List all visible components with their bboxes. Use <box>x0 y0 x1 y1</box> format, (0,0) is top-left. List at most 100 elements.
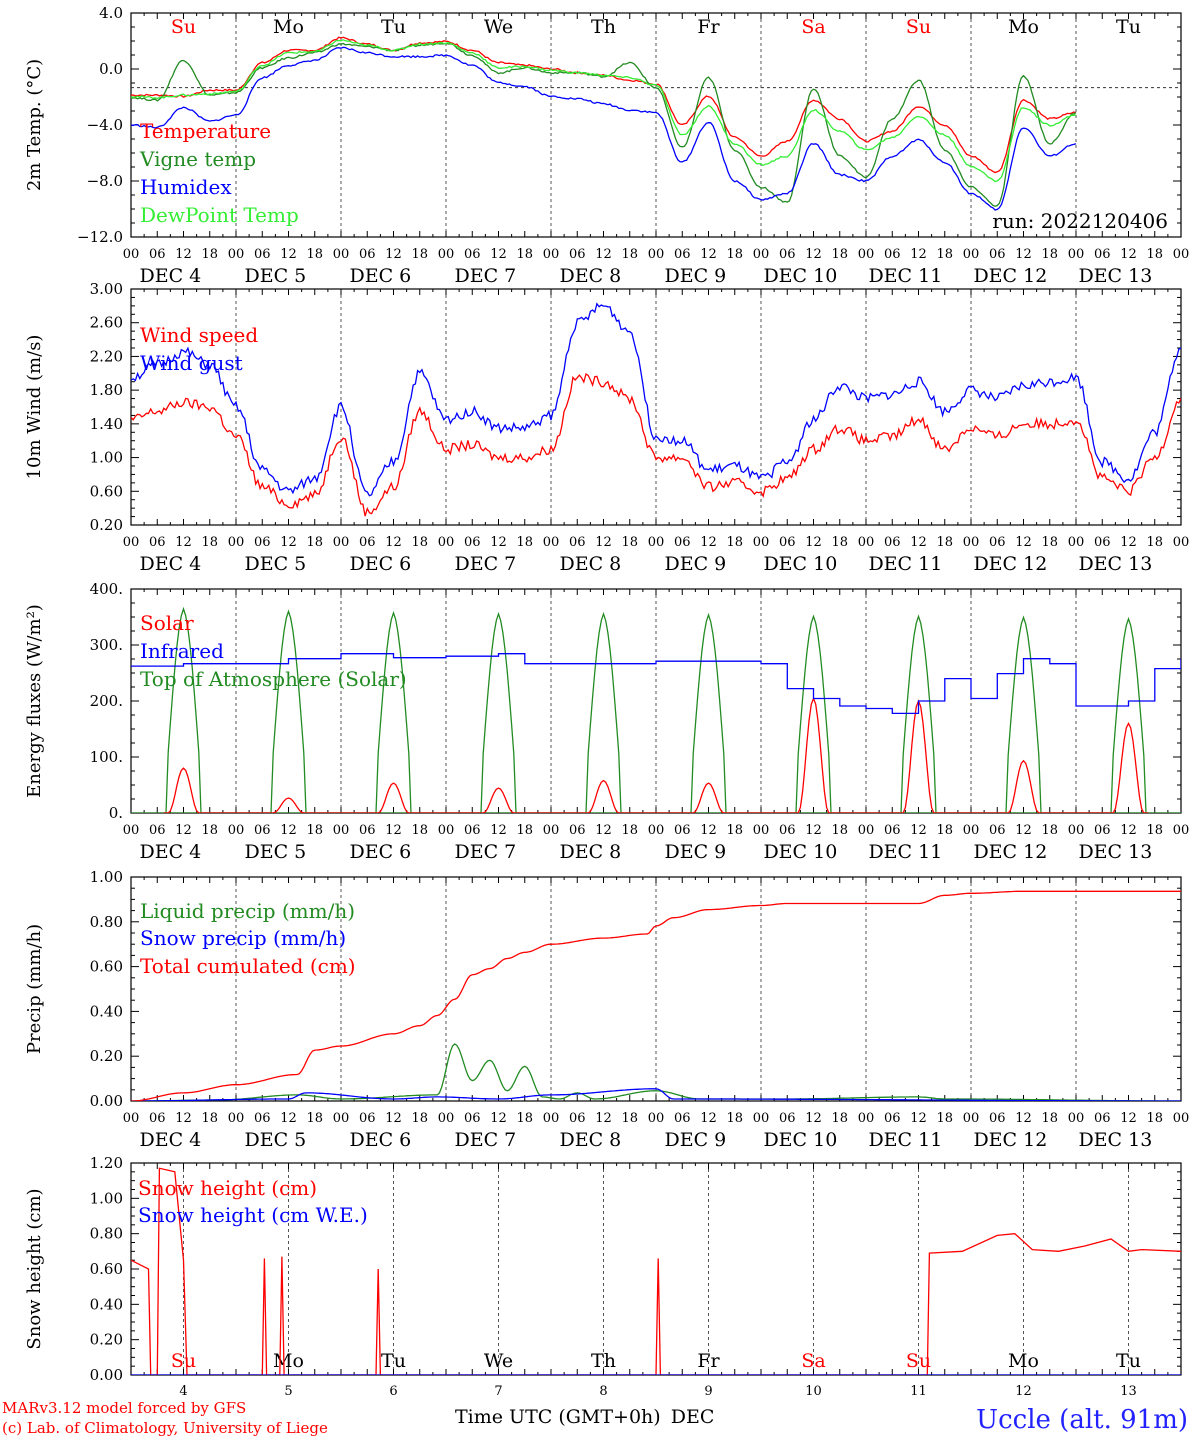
hour-label: 18 <box>726 535 743 550</box>
legend-entry: DewPoint Temp <box>140 203 299 227</box>
day-label: DEC 13 <box>1078 841 1152 863</box>
day-label: DEC 11 <box>868 1129 942 1151</box>
day-number-label: 6 <box>389 1384 397 1399</box>
y-tick-label: 0.00 <box>90 1366 123 1384</box>
hour-label: 06 <box>674 535 691 550</box>
hour-label: 18 <box>726 247 743 262</box>
y-tick-label: 1.80 <box>90 381 123 399</box>
y-tick-label: 2.20 <box>90 347 123 365</box>
hour-label: 18 <box>936 823 953 838</box>
hour-label: 06 <box>464 247 481 262</box>
day-number-label: 8 <box>599 1384 607 1399</box>
hour-label: 06 <box>359 247 376 262</box>
hour-label: 00 <box>1068 823 1085 838</box>
panel-4: 1.00 0.80 0.60 0.40 0.20 0.00 Precip (mm/h) 00 0… <box>24 868 1189 1151</box>
day-label: DEC 12 <box>973 553 1047 575</box>
y-tick-label: 0.0 <box>99 60 123 78</box>
weekday-label: Fr <box>697 16 720 38</box>
y-tick-label: 0. <box>109 804 123 822</box>
hour-label: 12 <box>805 247 822 262</box>
day-label: DEC 13 <box>1078 553 1152 575</box>
weekday-label: Sa <box>801 1350 825 1372</box>
hour-label: 00 <box>963 1111 980 1126</box>
weekday-label: Fr <box>697 1350 720 1372</box>
hour-label: 06 <box>254 247 271 262</box>
hour-label: 18 <box>516 535 533 550</box>
legend-entry: Total cumulated (cm) <box>140 954 356 978</box>
hour-label: 00 <box>333 535 350 550</box>
weekday-label: Su <box>906 1350 931 1372</box>
hour-label: 06 <box>359 535 376 550</box>
day-label: DEC 8 <box>559 841 621 863</box>
series-line-1 <box>131 302 1181 497</box>
series-line-0 <box>131 36 1077 174</box>
weekday-label: Th <box>591 1350 616 1372</box>
hour-label: 18 <box>201 535 218 550</box>
hour-label: 18 <box>831 535 848 550</box>
hour-label: 12 <box>595 247 612 262</box>
model-credit: MARv3.12 model forced by GFS <box>2 1399 246 1417</box>
hour-label: 06 <box>254 535 271 550</box>
panels-layer: 4.0 0.0 −4.0 −8.0 −12.0 2m Temp. (°C) 00 06 12 18… <box>24 4 1189 1399</box>
y-tick-label: 1.20 <box>90 1154 123 1172</box>
weekday-label: Su <box>171 1350 196 1372</box>
hour-label: 06 <box>1094 535 1111 550</box>
hour-label: 12 <box>595 1111 612 1126</box>
hour-label: 12 <box>1015 535 1032 550</box>
hour-label: 00 <box>543 247 560 262</box>
y-tick-label: 0.80 <box>90 1225 123 1243</box>
day-label: DEC 7 <box>454 553 516 575</box>
day-number-label: 13 <box>1120 1384 1137 1399</box>
series-line-1 <box>131 42 1077 207</box>
hour-label: 18 <box>1146 1111 1163 1126</box>
day-label: DEC 5 <box>244 265 306 287</box>
hour-label: 12 <box>700 823 717 838</box>
hour-label: 18 <box>306 247 323 262</box>
y-tick-label: 0.60 <box>90 482 123 500</box>
hour-label: 12 <box>280 1111 297 1126</box>
day-label: DEC 7 <box>454 1129 516 1151</box>
hour-label: 12 <box>700 535 717 550</box>
day-label: DEC 6 <box>349 553 411 575</box>
hour-label: 00 <box>858 535 875 550</box>
hour-label: 12 <box>910 535 927 550</box>
hour-label: 18 <box>201 247 218 262</box>
legend-entry: Humidex <box>140 175 232 199</box>
series-line-2 <box>131 890 1181 1101</box>
time-axis-month: DEC <box>671 1406 715 1428</box>
weekday-label: Tu <box>1116 1350 1141 1372</box>
day-label: DEC 9 <box>664 841 726 863</box>
legend-entry: Temperature <box>140 119 271 143</box>
series-line-0 <box>131 1043 1181 1101</box>
hour-label: 12 <box>1015 1111 1032 1126</box>
hour-label: 06 <box>569 1111 586 1126</box>
hour-label: 12 <box>175 823 192 838</box>
hour-label: 12 <box>490 823 507 838</box>
day-label: DEC 11 <box>868 553 942 575</box>
hour-label: 06 <box>464 535 481 550</box>
hour-label: 06 <box>149 1111 166 1126</box>
legend-entry: Snow height (cm W.E.) <box>138 1203 368 1227</box>
day-label: DEC 9 <box>664 265 726 287</box>
hour-label: 00 <box>228 823 245 838</box>
weekday-label: Mo <box>273 16 304 38</box>
hour-label: 18 <box>306 823 323 838</box>
hour-label: 18 <box>621 247 638 262</box>
day-label: DEC 4 <box>139 265 201 287</box>
hour-label: 18 <box>201 1111 218 1126</box>
hour-label: 18 <box>726 823 743 838</box>
hour-label: 00 <box>228 1111 245 1126</box>
y-tick-label: 1.00 <box>90 868 123 886</box>
panel-frame <box>130 588 1182 814</box>
panel-3: 400. 300. 200. 100. 0. Energy fluxes (W/m²) 00… <box>24 580 1189 863</box>
hour-label: 00 <box>1068 247 1085 262</box>
hour-label: 00 <box>753 535 770 550</box>
day-label: DEC 7 <box>454 841 516 863</box>
hour-label: 18 <box>411 535 428 550</box>
weekday-label: Mo <box>1008 16 1039 38</box>
hour-label: 06 <box>884 535 901 550</box>
hour-label: 06 <box>989 1111 1006 1126</box>
series-line-0 <box>131 1167 1181 1375</box>
hour-label: 12 <box>1120 247 1137 262</box>
